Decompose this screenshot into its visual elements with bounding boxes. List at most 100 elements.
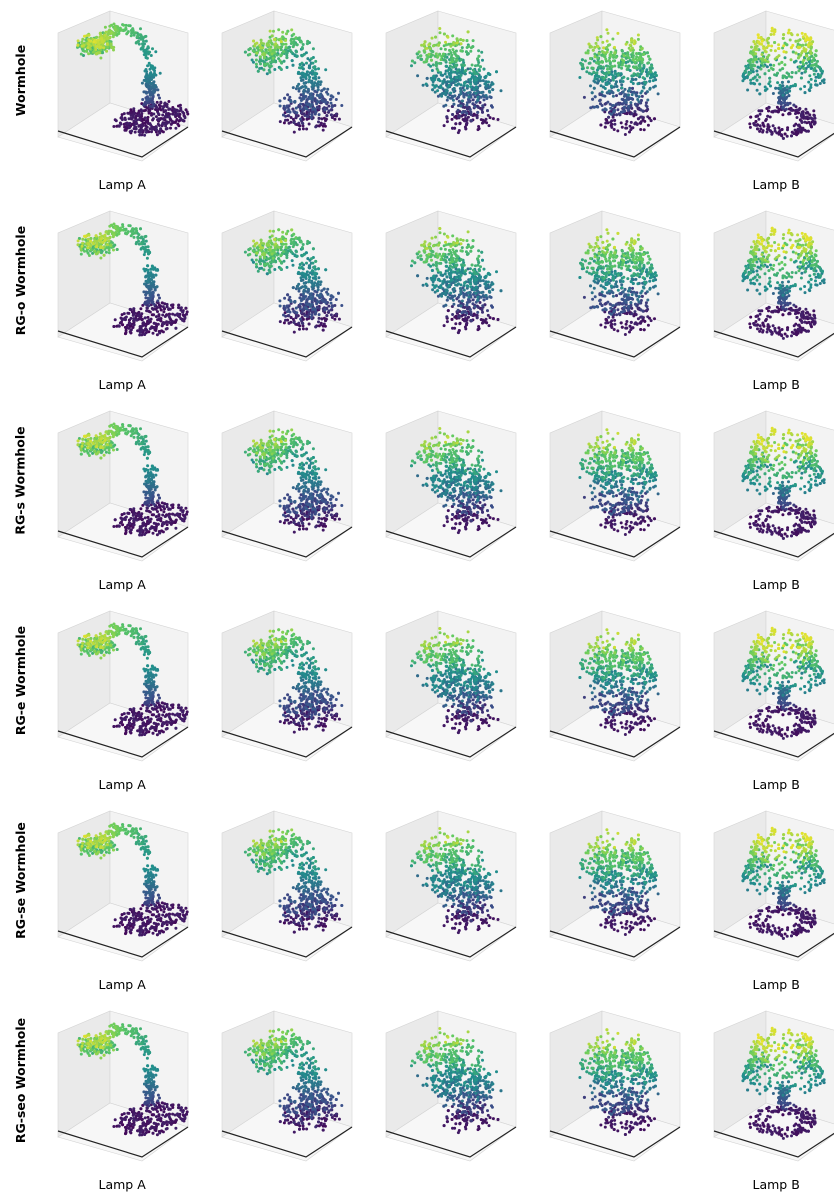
- data-point: [128, 121, 132, 125]
- data-point: [139, 242, 143, 246]
- data-point: [145, 309, 149, 313]
- data-point: [425, 76, 429, 80]
- data-point: [578, 76, 582, 79]
- data-point: [156, 293, 160, 297]
- data-point: [76, 239, 80, 243]
- data-point: [753, 42, 757, 46]
- data-point: [599, 123, 603, 127]
- data-point: [340, 304, 344, 307]
- data-point: [326, 287, 330, 291]
- data-point: [646, 98, 650, 102]
- data-point: [292, 130, 296, 134]
- data-point: [632, 72, 636, 76]
- data-point: [796, 33, 800, 37]
- data-point: [808, 49, 812, 53]
- data-point: [454, 122, 458, 126]
- data-point: [282, 50, 286, 54]
- data-point: [478, 69, 481, 73]
- data-point: [793, 83, 797, 86]
- data-point: [137, 42, 141, 46]
- data-point: [636, 58, 640, 62]
- scatter3d-panel: [216, 205, 366, 365]
- data-point: [317, 67, 320, 71]
- data-point: [131, 232, 135, 236]
- data-point: [317, 316, 321, 320]
- axis-lines: [57, 126, 189, 158]
- data-point: [147, 304, 151, 308]
- data-point: [148, 97, 152, 101]
- data-point: [466, 52, 470, 56]
- data-point: [616, 108, 620, 112]
- data-point: [797, 55, 801, 59]
- data-point: [623, 87, 627, 91]
- data-point: [808, 74, 812, 78]
- data-point: [598, 99, 602, 103]
- data-point: [76, 43, 80, 47]
- data-point: [786, 128, 789, 132]
- data-point: [156, 322, 160, 326]
- data-point: [486, 113, 490, 117]
- data-point: [112, 22, 116, 26]
- data-point: [258, 57, 262, 61]
- data-point: [283, 296, 287, 300]
- data-point: [791, 84, 795, 88]
- data-point: [781, 101, 785, 105]
- data-point: [329, 297, 333, 301]
- data-point: [164, 112, 168, 115]
- data-point: [465, 39, 469, 43]
- data-point: [460, 99, 464, 103]
- data-point: [306, 73, 310, 77]
- data-point: [282, 313, 285, 317]
- data-point: [806, 129, 810, 133]
- data-point: [297, 121, 301, 125]
- data-point: [314, 110, 318, 114]
- data-point: [85, 49, 89, 53]
- data-point: [159, 104, 162, 108]
- data-point: [595, 36, 599, 40]
- data-point: [154, 50, 158, 54]
- data-point: [484, 82, 488, 86]
- data-point: [653, 84, 657, 88]
- data-point: [801, 126, 805, 130]
- data-point: [82, 54, 85, 57]
- data-point: [590, 72, 594, 76]
- data-point: [130, 129, 134, 133]
- data-point: [797, 111, 800, 115]
- data-point: [288, 310, 292, 314]
- data-point: [143, 316, 147, 320]
- data-point: [475, 116, 479, 120]
- axis-lines: [57, 326, 189, 358]
- data-point: [282, 121, 286, 125]
- data-point: [112, 222, 116, 226]
- data-point: [627, 88, 631, 92]
- data-point: [124, 328, 128, 332]
- data-point: [183, 116, 187, 120]
- data-point: [811, 63, 815, 67]
- data-point: [286, 293, 290, 297]
- data-point: [450, 105, 454, 108]
- data-point: [608, 67, 612, 71]
- data-point: [146, 268, 150, 272]
- data-point: [142, 290, 146, 294]
- data-point: [252, 39, 256, 43]
- data-point: [467, 95, 471, 99]
- data-point: [462, 61, 466, 65]
- data-point: [454, 64, 458, 68]
- data-point: [176, 312, 179, 316]
- data-point: [288, 48, 292, 52]
- data-point: [163, 307, 166, 311]
- data-point: [313, 71, 317, 75]
- data-point: [628, 130, 631, 134]
- data-point: [109, 229, 113, 233]
- data-point: [151, 280, 155, 284]
- data-point: [162, 105, 166, 109]
- data-point: [779, 133, 783, 137]
- data-point: [767, 109, 770, 113]
- data-point: [757, 40, 761, 44]
- data-point: [624, 101, 628, 104]
- data-point: [450, 117, 454, 121]
- data-point: [772, 32, 776, 36]
- data-point: [630, 38, 633, 42]
- data-point: [479, 118, 483, 122]
- data-point: [158, 131, 162, 135]
